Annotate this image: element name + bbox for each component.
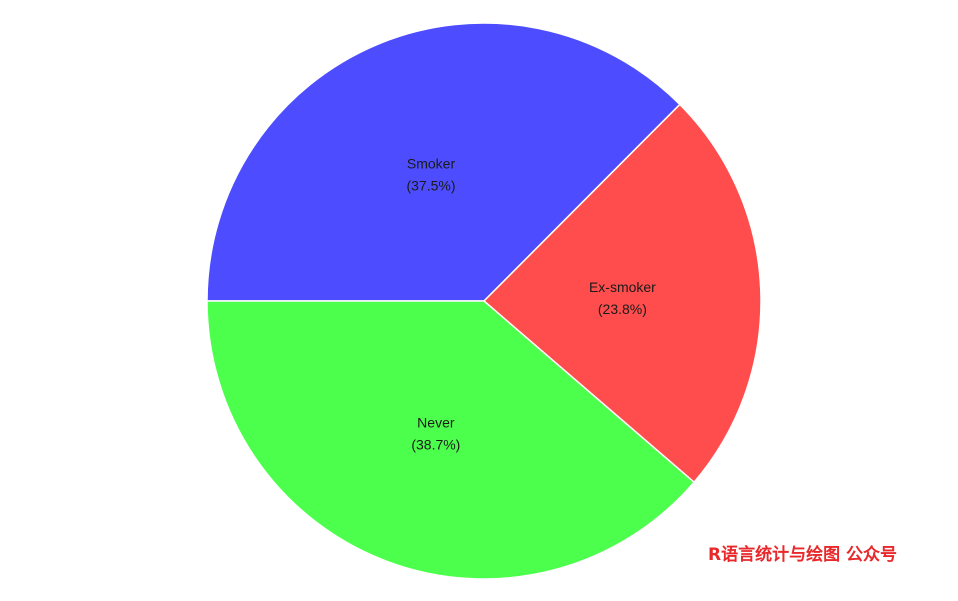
watermark-text: R语言统计与绘图 公众号	[708, 545, 898, 565]
slice-name-label: Never	[417, 414, 455, 430]
slice-name-label: Smoker	[407, 156, 456, 172]
pie-slice-smoker	[206, 22, 681, 302]
pie-slices	[206, 22, 762, 580]
pie-slice-never	[206, 300, 696, 580]
pie-labels: Smoker (37.5%) Ex-smoker (23.8%) Never (38.7%…	[406, 156, 656, 453]
slice-percent-label: (23.8%)	[598, 301, 647, 317]
pie-slice-ex-smoker	[482, 103, 762, 484]
slice-name-label: Ex-smoker	[589, 279, 656, 295]
slice-percent-label: (37.5%)	[406, 178, 455, 194]
slice-percent-label: (38.7%)	[411, 436, 460, 452]
